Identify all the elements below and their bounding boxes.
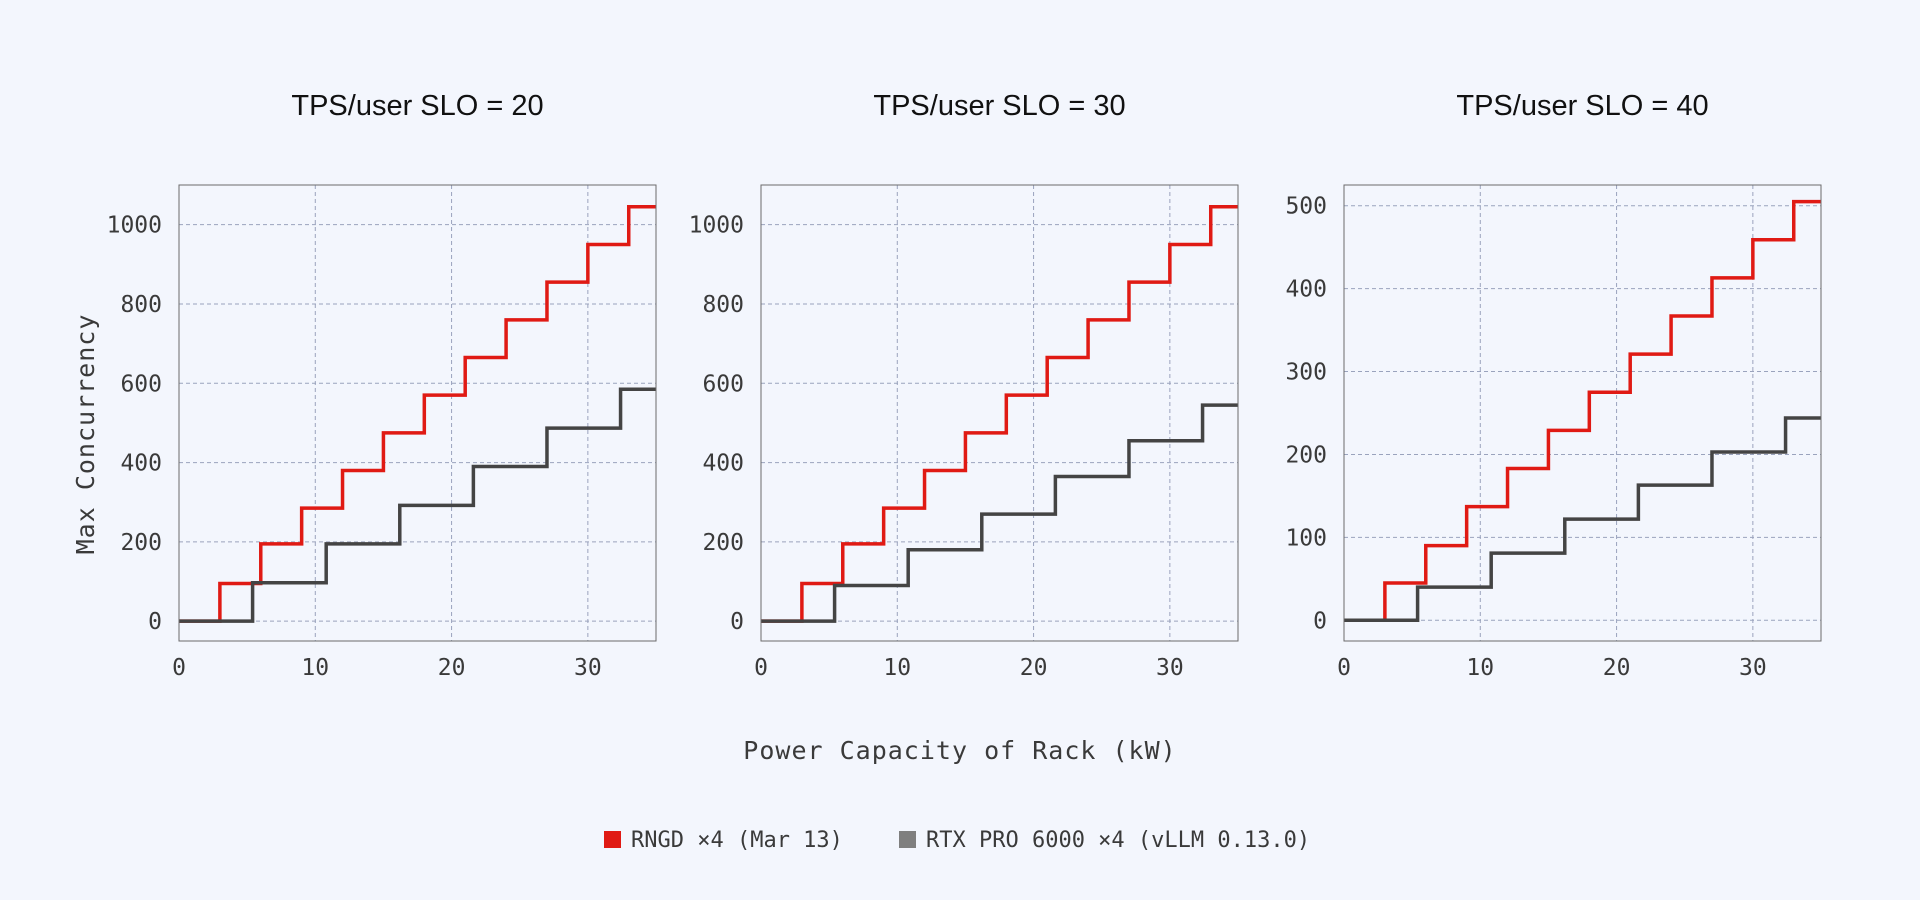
x-tick-label: 10 — [301, 655, 329, 681]
chart-panel-1: TPS/user SLO = 20 0 10 20 30 0 200 400 600 800 100… — [107, 90, 657, 681]
y-tick-label: 200 — [702, 530, 744, 556]
x-tick-label: 0 — [754, 655, 768, 681]
y-axis-label: Max Concurrency — [71, 314, 100, 555]
y-tick-label: 400 — [1285, 277, 1327, 303]
y-tick-label: 600 — [702, 371, 744, 397]
series-line-rngd — [1344, 199, 1821, 623]
y-tick-label: 0 — [148, 609, 162, 635]
legend-swatch-rngd — [604, 831, 621, 848]
x-tick-label: 30 — [1739, 655, 1767, 681]
y-tick-label: 0 — [730, 609, 744, 635]
x-tick-label: 10 — [1466, 655, 1494, 681]
chart-panel-2: TPS/user SLO = 30 0 10 20 30 0 200 400 600 800 100… — [689, 90, 1239, 681]
y-tick-label: 600 — [120, 371, 162, 397]
panel-title: TPS/user SLO = 20 — [291, 90, 543, 122]
panel-title: TPS/user SLO = 30 — [873, 90, 1125, 122]
plot-frame — [178, 184, 657, 642]
panel-title: TPS/user SLO = 40 — [1456, 90, 1708, 122]
x-tick-label: 20 — [1603, 655, 1631, 681]
series-line-rtx — [1344, 416, 1821, 623]
x-tick-label: 0 — [172, 655, 186, 681]
y-tick-label: 400 — [120, 451, 162, 477]
y-tick-label: 200 — [1285, 442, 1327, 468]
x-tick-label: 30 — [1156, 655, 1184, 681]
y-tick-label: 1000 — [107, 213, 162, 239]
x-tick-label: 20 — [1020, 655, 1048, 681]
series-line-rngd — [179, 205, 656, 623]
x-tick-label: 0 — [1337, 655, 1351, 681]
y-tick-label: 0 — [1313, 608, 1327, 634]
x-tick-label: 20 — [438, 655, 466, 681]
x-tick-label: 30 — [574, 655, 602, 681]
series-line-rtx — [179, 387, 656, 623]
y-tick-label: 400 — [702, 451, 744, 477]
series-line-rngd — [761, 205, 1238, 623]
y-tick-label: 800 — [120, 292, 162, 318]
series-line-rtx — [761, 403, 1238, 623]
x-axis-label: Power Capacity of Rack (kW) — [743, 736, 1176, 765]
legend-label-rngd: RNGD ×4 (Mar 13) — [631, 828, 843, 853]
y-tick-label: 300 — [1285, 360, 1327, 386]
y-tick-label: 100 — [1285, 525, 1327, 551]
legend-label-rtx: RTX PRO 6000 ×4 (vLLM 0.13.0) — [926, 828, 1310, 853]
legend: RNGD ×4 (Mar 13) RTX PRO 6000 ×4 (vLLM 0.… — [604, 828, 1310, 853]
plot-frame — [1343, 184, 1822, 642]
y-tick-label: 1000 — [689, 213, 744, 239]
y-tick-label: 800 — [702, 292, 744, 318]
y-tick-label: 500 — [1285, 194, 1327, 220]
legend-swatch-rtx — [899, 831, 916, 848]
y-tick-label: 200 — [120, 530, 162, 556]
plot-frame — [760, 184, 1239, 642]
x-tick-label: 10 — [883, 655, 911, 681]
